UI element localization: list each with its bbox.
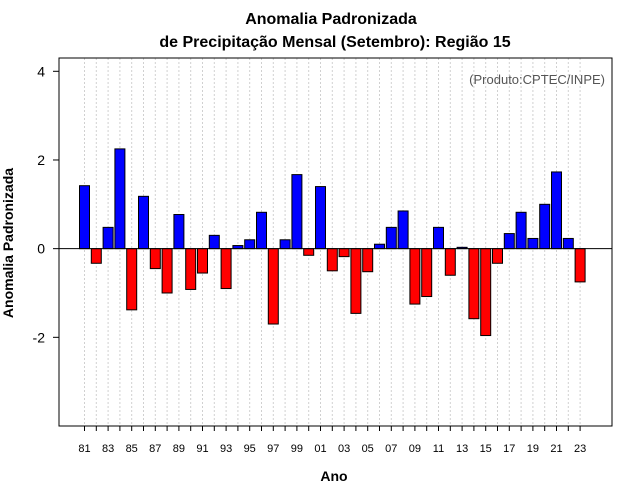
bar-02: [326, 248, 338, 272]
bar-00: [303, 248, 315, 256]
x-tick-label: 89: [173, 443, 185, 455]
x-tick-label: 21: [550, 443, 562, 455]
y-tick-label: 2: [37, 152, 45, 168]
bar-88: [161, 248, 173, 294]
bar-07: [385, 226, 397, 250]
bar-20: [539, 203, 551, 250]
x-tick-label: 09: [409, 443, 421, 455]
bar-98: [279, 239, 291, 250]
y-tick-label: 0: [37, 241, 45, 257]
chart-subtitle: de Precipitação Mensal (Setembro): Regiã…: [159, 34, 510, 51]
bar-10: [421, 248, 433, 298]
bar-04: [350, 248, 362, 314]
bar-95: [244, 239, 256, 250]
y-tick-label: -2: [33, 329, 46, 345]
x-tick-label: 17: [503, 443, 515, 455]
bar-97: [267, 248, 279, 325]
x-tick-label: 05: [362, 443, 374, 455]
x-tick-label: 99: [291, 443, 303, 455]
bar-82: [90, 248, 102, 264]
bar-03: [338, 248, 350, 258]
x-tick-label: 07: [385, 443, 397, 455]
bar-23: [574, 248, 586, 283]
y-tick-label: 4: [37, 63, 45, 79]
x-tick-label: 93: [220, 443, 232, 455]
bar-93: [220, 248, 232, 290]
bar-81: [79, 185, 90, 250]
bar-14: [468, 248, 480, 320]
x-tick-label: 23: [574, 443, 586, 455]
bar-22: [562, 237, 574, 250]
bar-86: [138, 195, 149, 250]
bar-11: [433, 226, 444, 250]
x-tick-label: 87: [149, 443, 161, 455]
x-tick-label: 83: [102, 443, 114, 455]
x-tick-label: 03: [338, 443, 350, 455]
bar-17: [503, 233, 515, 250]
bar-84: [114, 148, 126, 250]
bar-92: [208, 234, 220, 250]
x-tick-label: 11: [433, 443, 444, 455]
y-axis: 4 2 0 -2: [33, 63, 59, 345]
bar-99: [291, 174, 303, 250]
bar-16: [492, 248, 503, 264]
bar-85: [126, 248, 138, 311]
x-tick-label: 01: [314, 443, 326, 455]
x-tick-label: 13: [456, 443, 468, 455]
bar-08: [397, 210, 409, 250]
x-axis-label: Ano: [320, 468, 347, 484]
x-tick-label: 95: [244, 443, 256, 455]
bar-90: [185, 248, 197, 290]
x-tick-label: 91: [196, 443, 208, 455]
x-tick-label: 97: [267, 443, 279, 455]
bar-18: [515, 211, 527, 250]
y-axis-label: Anomalia Padronizada: [0, 168, 16, 318]
credit-label: (Produto:CPTEC/INPE): [469, 72, 605, 87]
bar-15: [480, 248, 492, 337]
x-axis: 81 83 85 87 89 91 93 95 97 99 01 03 05 07 09 11 13 15 17 19…: [78, 426, 586, 455]
plot-frame: [58, 57, 613, 427]
bar-01: [315, 186, 326, 250]
bar-05: [362, 248, 374, 273]
x-tick-label: 19: [527, 443, 539, 455]
x-tick-label: 81: [78, 443, 90, 455]
x-tick-label: 85: [126, 443, 138, 455]
bar-87: [149, 248, 161, 270]
bar-09: [409, 248, 421, 305]
x-tick-label: 15: [480, 443, 492, 455]
bar-91: [197, 248, 208, 274]
bar-19: [527, 237, 539, 250]
bar-06: [374, 243, 385, 250]
bar-12: [444, 248, 456, 276]
chart-title: Anomalia Padronizada: [245, 11, 417, 28]
bar-83: [102, 226, 114, 250]
bar-89: [173, 214, 185, 250]
bar-21: [551, 171, 562, 250]
bar-96: [256, 211, 267, 250]
